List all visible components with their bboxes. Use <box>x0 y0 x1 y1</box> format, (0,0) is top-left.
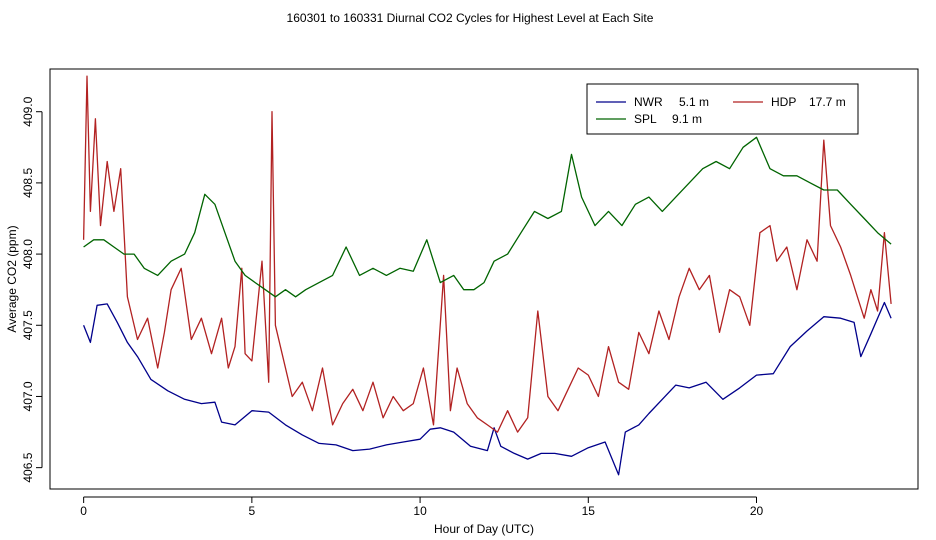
x-tick-label: 15 <box>582 504 596 518</box>
plot-frame <box>49 68 919 490</box>
legend-height-hdp: 17.7 m <box>809 95 846 109</box>
y-axis-label: Average CO2 (ppm) <box>5 225 19 332</box>
series-layer <box>82 75 892 476</box>
series-line-nwr <box>82 301 892 476</box>
y-tick-label: 409.0 <box>21 96 35 126</box>
y-tick-label: 406.5 <box>21 452 35 482</box>
legend-height-nwr: 5.1 m <box>679 95 709 109</box>
legend-label-hdp: HDP <box>771 95 796 109</box>
series-line-spl <box>83 136 892 298</box>
legend-box <box>586 83 859 135</box>
x-tick-label: 5 <box>249 504 256 518</box>
y-tick-label: 408.0 <box>21 239 35 269</box>
y-tick-label: 408.5 <box>21 168 35 198</box>
x-tick-label: 20 <box>750 504 764 518</box>
series-line-hdp <box>82 75 892 433</box>
legend: NWR 5.1 m HDP 17.7 m SPL 9.1 m <box>586 83 859 135</box>
x-axis-label: Hour of Day (UTC) <box>434 522 534 536</box>
legend-label-spl: SPL <box>634 112 657 126</box>
y-tick-label: 407.5 <box>21 310 35 340</box>
y-tick-label: 407.0 <box>21 381 35 411</box>
legend-height-spl: 9.1 m <box>672 112 702 126</box>
chart-title: 160301 to 160331 Diurnal CO2 Cycles for … <box>287 11 654 25</box>
axes: 0 5 10 15 20 406.5 407.0 407.5 408.0 408.5 409.0 <box>21 96 764 518</box>
legend-label-nwr: NWR <box>634 95 663 109</box>
x-tick-label: 10 <box>413 504 427 518</box>
x-tick-label: 0 <box>80 504 87 518</box>
